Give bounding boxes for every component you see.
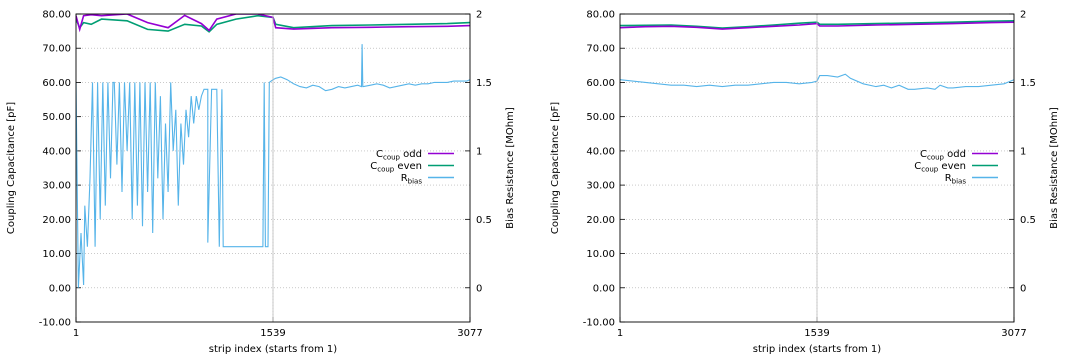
y2-tick-label: 1	[1020, 146, 1026, 157]
y-tick-label: 10.00	[42, 249, 71, 260]
legend-label: Ccoup even	[370, 161, 422, 174]
x-axis-label: strip index (starts from 1)	[753, 344, 881, 355]
y-tick-label: 60.00	[42, 78, 71, 89]
x-tick-label: 3077	[1001, 328, 1026, 339]
series-line-C-coup-odd	[76, 14, 470, 33]
series-line-C-coup-even	[76, 14, 470, 33]
y2-axis-label: Bias Resistance [MOhm]	[1049, 107, 1060, 229]
y-tick-label: -10.00	[39, 318, 71, 329]
legend-label: Ccoup odd	[920, 149, 966, 162]
series-line-R-bias	[620, 73, 1014, 90]
x-tick-label: 1	[73, 328, 79, 339]
chart-panel-2: -10.00 0.00 10.00 20.00 30.00 40.00 50.00 60.00…	[550, 10, 1060, 356]
x-tick-label: 1	[617, 328, 623, 339]
y-tick-label: 0.00	[593, 283, 615, 294]
x-tick-label: 3077	[457, 328, 482, 339]
x-tick-label: 1539	[804, 328, 829, 339]
y-tick-label: 40.00	[586, 146, 615, 157]
series-line-C-coup-odd	[620, 21, 1014, 30]
y2-tick-label: 0.5	[1020, 215, 1036, 226]
chart-panel-1: -10.00 0.00 10.00 20.00 30.00 40.00 50.00 60.00…	[6, 10, 516, 356]
legend-label: Ccoup odd	[376, 149, 422, 162]
y-tick-label: 20.00	[42, 215, 71, 226]
y-tick-label: 70.00	[586, 44, 615, 55]
legend-label: Rbias	[945, 173, 967, 186]
series-line-C-coup-even	[620, 20, 1014, 29]
y2-tick-label: 0	[1020, 283, 1026, 294]
y2-tick-label: 1.5	[476, 78, 492, 89]
x-tick-label: 1539	[260, 328, 285, 339]
y-tick-label: 30.00	[586, 181, 615, 192]
y-tick-label: 80.00	[586, 10, 615, 21]
plot-frame	[619, 13, 1015, 323]
y2-tick-label: 1	[476, 146, 482, 157]
y-tick-label: 40.00	[42, 146, 71, 157]
series-line-R-bias	[76, 44, 470, 288]
y-tick-label: 50.00	[42, 112, 71, 123]
y-tick-label: 60.00	[586, 78, 615, 89]
y2-axis-label: Bias Resistance [MOhm]	[505, 107, 516, 229]
y-tick-label: 0.00	[49, 283, 71, 294]
y-tick-label: 30.00	[42, 181, 71, 192]
y-tick-label: 80.00	[42, 10, 71, 21]
y2-tick-label: 2	[476, 10, 482, 21]
y-axis-label: Coupling Capacitance [pF]	[550, 102, 561, 234]
y-tick-label: 50.00	[586, 112, 615, 123]
y-axis-label: Coupling Capacitance [pF]	[6, 102, 17, 234]
y-tick-label: 20.00	[586, 215, 615, 226]
y2-tick-label: 0.5	[476, 215, 492, 226]
y-tick-label: 10.00	[586, 249, 615, 260]
legend-label: Rbias	[401, 173, 423, 186]
y-tick-label: -10.00	[583, 318, 615, 329]
x-axis-label: strip index (starts from 1)	[209, 344, 337, 355]
legend-label: Ccoup even	[914, 161, 966, 174]
y-tick-label: 70.00	[42, 44, 71, 55]
y2-tick-label: 1.5	[1020, 78, 1036, 89]
y2-tick-label: 2	[1020, 10, 1026, 21]
plot-frame	[75, 13, 471, 323]
y2-tick-label: 0	[476, 283, 482, 294]
